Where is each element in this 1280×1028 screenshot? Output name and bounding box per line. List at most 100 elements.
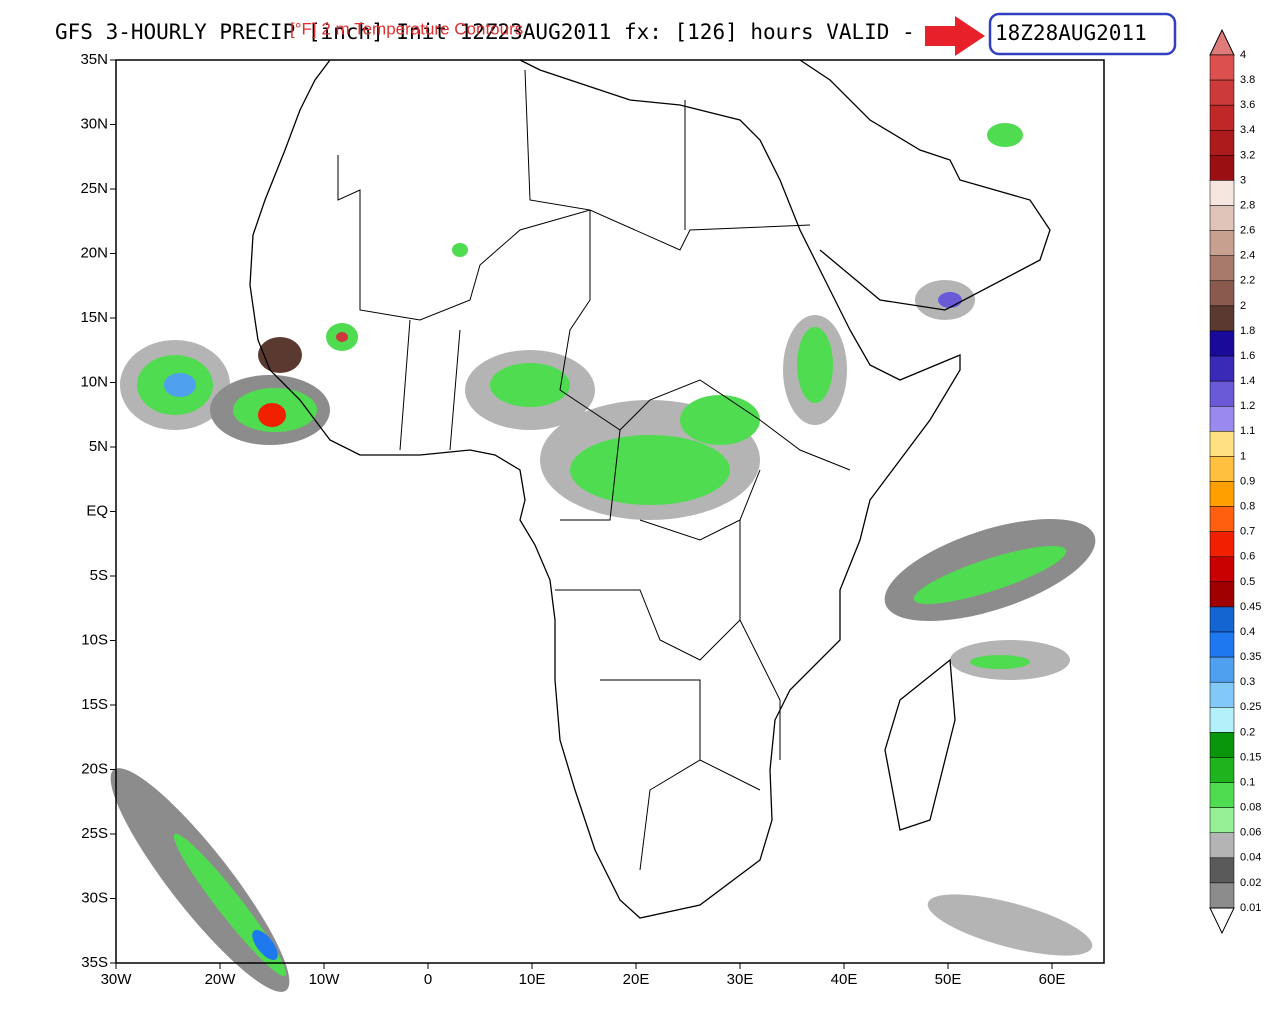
colorbar-label: 3 [1240,174,1246,186]
lat-label: 25S [81,825,108,842]
colorbar-label: 2.8 [1240,199,1255,211]
colorbar-top-triangle [1209,28,1235,56]
colorbar-label: 1.4 [1240,375,1255,387]
colorbar-label: 0.3 [1240,676,1255,688]
lat-label: 30S [81,889,108,906]
lat-label: 20S [81,760,108,777]
lon-label: 10W [309,971,341,988]
colorbar-box [1209,355,1235,382]
lat-label: 25N [80,180,108,197]
precip-shading [110,123,1096,992]
colorbar-label: 3.8 [1240,74,1255,86]
colorbar-box [1209,54,1235,81]
colorbar-box [1209,79,1235,106]
colorbar-box [1209,556,1235,583]
colorbar-box [1209,155,1235,181]
colorbar-box [1209,380,1235,407]
lon-label: 0 [424,971,432,988]
colorbar-label: 0.15 [1240,751,1261,763]
lon-label: 30E [727,971,754,988]
colorbar-label: 0.6 [1240,551,1255,563]
colorbar-box [1209,656,1235,683]
colorbar-box [1209,882,1235,909]
colorbar-box [1209,205,1235,231]
colorbar-bottom-triangle [1209,907,1235,935]
lon-label: 10E [519,971,546,988]
borders [337,69,851,871]
colorbar-box [1209,255,1235,282]
colorbar-label: 1 [1240,450,1246,462]
colorbar-box [1209,456,1235,482]
colorbar-box [1209,807,1235,833]
overlay-text: [°F] 2 m Temperature Contours [290,19,523,38]
colorbar-label: 3.4 [1240,124,1255,136]
colorbar-label: 3.6 [1240,99,1255,111]
map-area [110,59,1105,992]
lat-label: 5N [89,438,108,455]
colorbar-label: 0.45 [1240,601,1261,613]
colorbar-box [1209,481,1235,507]
colorbar-box [1209,757,1235,783]
colorbar-label: 0.7 [1240,526,1255,538]
colorbar-box [1209,732,1235,758]
valid-time: 18Z28AUG2011 [995,21,1147,45]
madagascar [884,658,956,831]
colorbar-label: 0.5 [1240,576,1255,588]
colorbar-label: 0.08 [1240,802,1261,814]
colorbar-label: 1.1 [1240,425,1255,437]
colorbar-label: 0.2 [1240,726,1255,738]
lon-label: 50E [935,971,962,988]
lon-label: 60E [1039,971,1066,988]
colorbar-box [1209,180,1235,206]
africa-coast [249,59,961,919]
colorbar-label: 2.2 [1240,275,1255,287]
lat-label: EQ [86,502,108,519]
colorbar-box [1209,104,1235,131]
arrow [925,16,985,56]
map-title: GFS 3-HOURLY PRECIP [inch] Init 12Z23AUG… [55,20,915,44]
colorbar-label: 0.01 [1240,902,1261,914]
arabia-coast [799,59,1051,311]
lat-label: 20N [80,244,108,261]
colorbar-label: 0.35 [1240,651,1261,663]
lon-label: 20E [623,971,650,988]
colorbar-label: 0.4 [1240,626,1255,638]
colorbar-label: 0.06 [1240,827,1261,839]
lat-label: 15N [80,309,108,326]
colorbar-label: 1.6 [1240,350,1255,362]
lon-label: 20W [205,971,237,988]
colorbar-box [1209,506,1235,532]
colorbar-box [1209,631,1235,658]
colorbar-label: 2.6 [1240,225,1255,237]
colorbar-box [1209,681,1235,708]
colorbar-box [1209,305,1235,332]
colorbar-box [1209,431,1235,457]
lat-label: 35N [80,51,108,68]
colorbar-box [1209,531,1235,558]
colorbar-label: 0.8 [1240,500,1255,512]
colorbar-label: 0.02 [1240,877,1261,889]
colorbar-box [1209,832,1235,859]
colorbar-label: 2.4 [1240,250,1255,262]
lat-label: 30N [80,115,108,132]
colorbar-box [1209,280,1235,307]
colorbar-label: 0.1 [1240,776,1255,788]
colorbar-box [1209,230,1235,256]
lon-label: 30W [101,971,133,988]
colorbar-box [1209,782,1235,808]
colorbar-box [1209,707,1235,733]
lat-label: 10S [81,631,108,648]
lat-label: 5S [90,567,108,584]
colorbar-box [1209,581,1235,608]
lat-label: 15S [81,696,108,713]
colorbar-box [1209,130,1235,156]
colorbar-label: 1.8 [1240,325,1255,337]
colorbar-label: 3.2 [1240,149,1255,161]
colorbar-box [1209,606,1235,633]
colorbar-label: 1.2 [1240,400,1255,412]
colorbar-box [1209,330,1235,357]
colorbar-box [1209,405,1235,432]
highlight-box [988,12,1177,56]
lat-label: 35S [81,954,108,971]
